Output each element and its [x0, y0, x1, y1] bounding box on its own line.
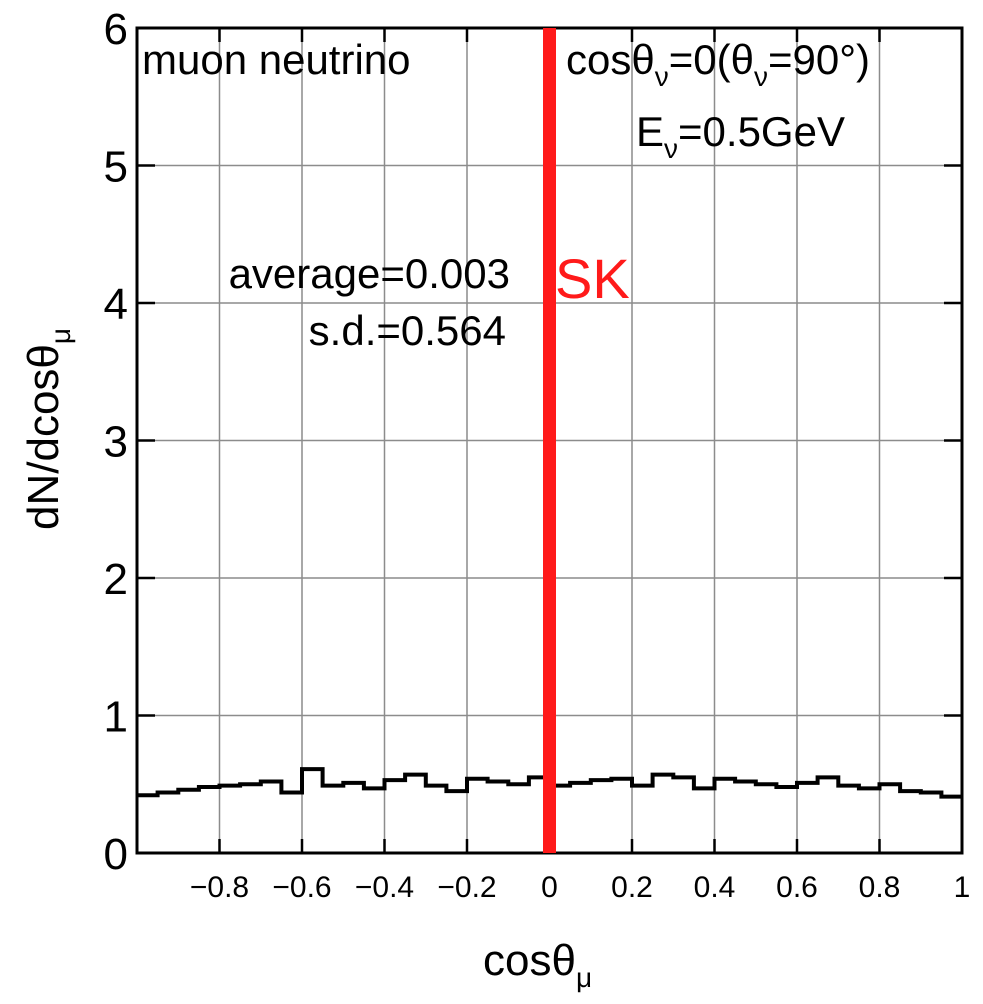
y-tick-label: 5: [104, 143, 128, 192]
average-label: average=0.003: [229, 250, 510, 297]
x-tick-label: 1: [954, 871, 971, 904]
x-tick-labels: −0.8 −0.6 −0.4 −0.2 0 0.2 0.4 0.6 0.8 1: [190, 871, 970, 904]
x-tick-label: 0: [541, 871, 558, 904]
x-tick-label: −0.4: [355, 871, 414, 904]
y-axis-title: dN/dcosθμ: [19, 328, 76, 530]
y-tick-label: 2: [104, 555, 128, 604]
sd-label: s.d.=0.564: [309, 307, 506, 354]
x-tick-label: −0.8: [190, 871, 249, 904]
x-tick-label: 0.8: [859, 871, 901, 904]
y-tick-label: 3: [104, 418, 128, 467]
sk-label: SK: [555, 247, 630, 310]
x-tick-label: 0.4: [694, 871, 736, 904]
energy-label: Eν=0.5GeV: [636, 108, 845, 164]
y-tick-labels: 0 1 2 3 4 5 6: [104, 5, 128, 879]
x-axis-title: cosθμ: [483, 936, 592, 993]
x-tick-label: 0.6: [776, 871, 818, 904]
y-tick-label: 1: [104, 693, 128, 742]
x-tick-label: 0.2: [611, 871, 653, 904]
y-tick-label: 4: [104, 280, 128, 329]
y-tick-label: 0: [104, 830, 128, 879]
angle-label: cosθν=0(θν=90°): [566, 36, 870, 92]
y-tick-label: 6: [104, 5, 128, 54]
x-tick-label: −0.6: [272, 871, 331, 904]
x-tick-label: −0.2: [437, 871, 496, 904]
particle-label: muon neutrino: [142, 36, 411, 83]
